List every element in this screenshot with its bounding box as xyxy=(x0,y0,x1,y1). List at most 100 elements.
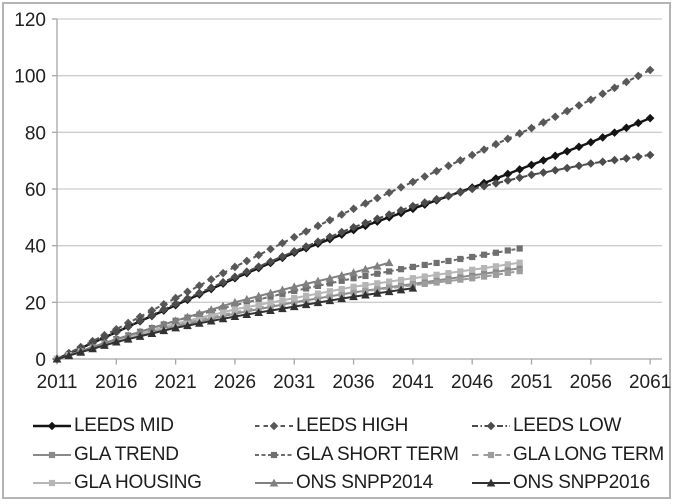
marker-diamond xyxy=(195,281,204,290)
y-tick-label: 80 xyxy=(25,123,46,144)
marker-triangle xyxy=(135,327,145,336)
marker-diamond xyxy=(515,129,524,138)
marker-square xyxy=(421,261,428,269)
legend-swatch-graphic xyxy=(33,480,71,487)
marker-square xyxy=(386,268,393,275)
marker-diamond xyxy=(598,157,607,167)
marker-diamond xyxy=(301,227,311,236)
marker-triangle xyxy=(206,305,216,314)
marker-diamond xyxy=(622,154,631,163)
marker-triangle xyxy=(337,271,347,279)
marker-triangle xyxy=(486,478,496,487)
marker-diamond xyxy=(491,179,501,188)
marker-square xyxy=(457,276,464,283)
marker-diamond xyxy=(432,166,441,176)
marker-diamond xyxy=(301,242,311,251)
series-leeds-mid xyxy=(52,113,655,364)
marker-triangle xyxy=(242,310,252,319)
marker-diamond xyxy=(503,169,513,179)
marker-diamond xyxy=(610,83,619,93)
marker-diamond xyxy=(218,268,228,278)
marker-square xyxy=(504,247,511,254)
marker-square xyxy=(314,290,322,297)
marker-square xyxy=(421,280,428,288)
marker-square xyxy=(374,280,381,287)
legend-swatch-graphic xyxy=(255,478,293,487)
marker-diamond xyxy=(479,145,489,154)
marker-diamond xyxy=(491,174,501,183)
marker-diamond xyxy=(420,172,430,181)
marker-diamond xyxy=(372,193,382,203)
series-line xyxy=(56,117,651,361)
marker-triangle xyxy=(349,292,358,301)
marker-diamond xyxy=(361,218,370,228)
marker-triangle xyxy=(278,304,287,313)
marker-diamond xyxy=(503,134,513,144)
marker-triangle xyxy=(266,306,275,315)
marker-diamond xyxy=(479,181,489,191)
marker-triangle xyxy=(100,341,109,349)
marker-triangle xyxy=(384,258,394,267)
marker-diamond xyxy=(372,214,382,224)
marker-square xyxy=(504,261,511,268)
marker-square xyxy=(326,280,333,287)
marker-square xyxy=(314,282,322,289)
marker-square xyxy=(480,264,488,272)
marker-diamond xyxy=(337,210,347,219)
marker-diamond xyxy=(242,267,252,277)
marker-square xyxy=(279,297,286,304)
marker-triangle xyxy=(52,354,62,363)
marker-diamond xyxy=(456,156,465,165)
marker-triangle xyxy=(230,297,240,306)
legend-swatch-leeds-high xyxy=(255,418,293,434)
marker-square xyxy=(291,287,298,295)
marker-diamond xyxy=(195,288,204,298)
marker-triangle xyxy=(218,301,228,310)
marker-diamond xyxy=(266,244,275,254)
marker-triangle xyxy=(289,302,299,311)
marker-square xyxy=(374,270,381,277)
marker-square xyxy=(338,285,345,293)
legend-label-ons-snpp2016: ONS SNPP2016 xyxy=(513,472,650,494)
legend-label-ons-snpp2014: ONS SNPP2014 xyxy=(296,472,433,494)
marker-triangle xyxy=(278,285,287,294)
marker-diamond xyxy=(269,421,279,431)
x-tick-label: 2061 xyxy=(629,372,671,393)
marker-diamond xyxy=(147,306,157,315)
marker-triangle xyxy=(88,344,97,353)
marker-square xyxy=(492,249,500,256)
marker-square xyxy=(480,273,488,280)
legend-item-leeds-mid: LEEDS MID xyxy=(33,415,255,437)
marker-diamond xyxy=(562,147,572,156)
marker-diamond xyxy=(100,333,109,342)
marker-diamond xyxy=(408,201,418,211)
marker-diamond xyxy=(586,159,596,168)
series-ons-snpp2014 xyxy=(52,258,394,363)
marker-triangle xyxy=(183,321,192,330)
marker-square xyxy=(504,269,511,276)
series-line xyxy=(56,270,520,360)
marker-square xyxy=(469,275,476,282)
marker-square xyxy=(433,279,440,286)
marker-triangle xyxy=(112,337,121,346)
marker-diamond xyxy=(467,150,477,160)
marker-diamond xyxy=(550,166,560,175)
marker-diamond xyxy=(598,133,607,142)
marker-diamond xyxy=(562,106,572,116)
marker-diamond xyxy=(254,250,263,260)
marker-square xyxy=(196,314,203,322)
marker-triangle xyxy=(361,290,370,299)
marker-square xyxy=(338,291,345,298)
marker-triangle xyxy=(313,298,323,307)
marker-triangle xyxy=(372,288,382,297)
marker-triangle xyxy=(147,329,157,337)
marker-triangle xyxy=(372,261,382,270)
y-tick-label: 20 xyxy=(25,293,46,314)
marker-diamond xyxy=(586,95,596,105)
marker-diamond xyxy=(206,275,216,284)
marker-diamond xyxy=(515,173,524,182)
marker-diamond xyxy=(289,232,299,242)
marker-triangle xyxy=(325,296,335,305)
marker-triangle xyxy=(349,268,358,277)
x-tick-label: 2036 xyxy=(332,372,374,393)
